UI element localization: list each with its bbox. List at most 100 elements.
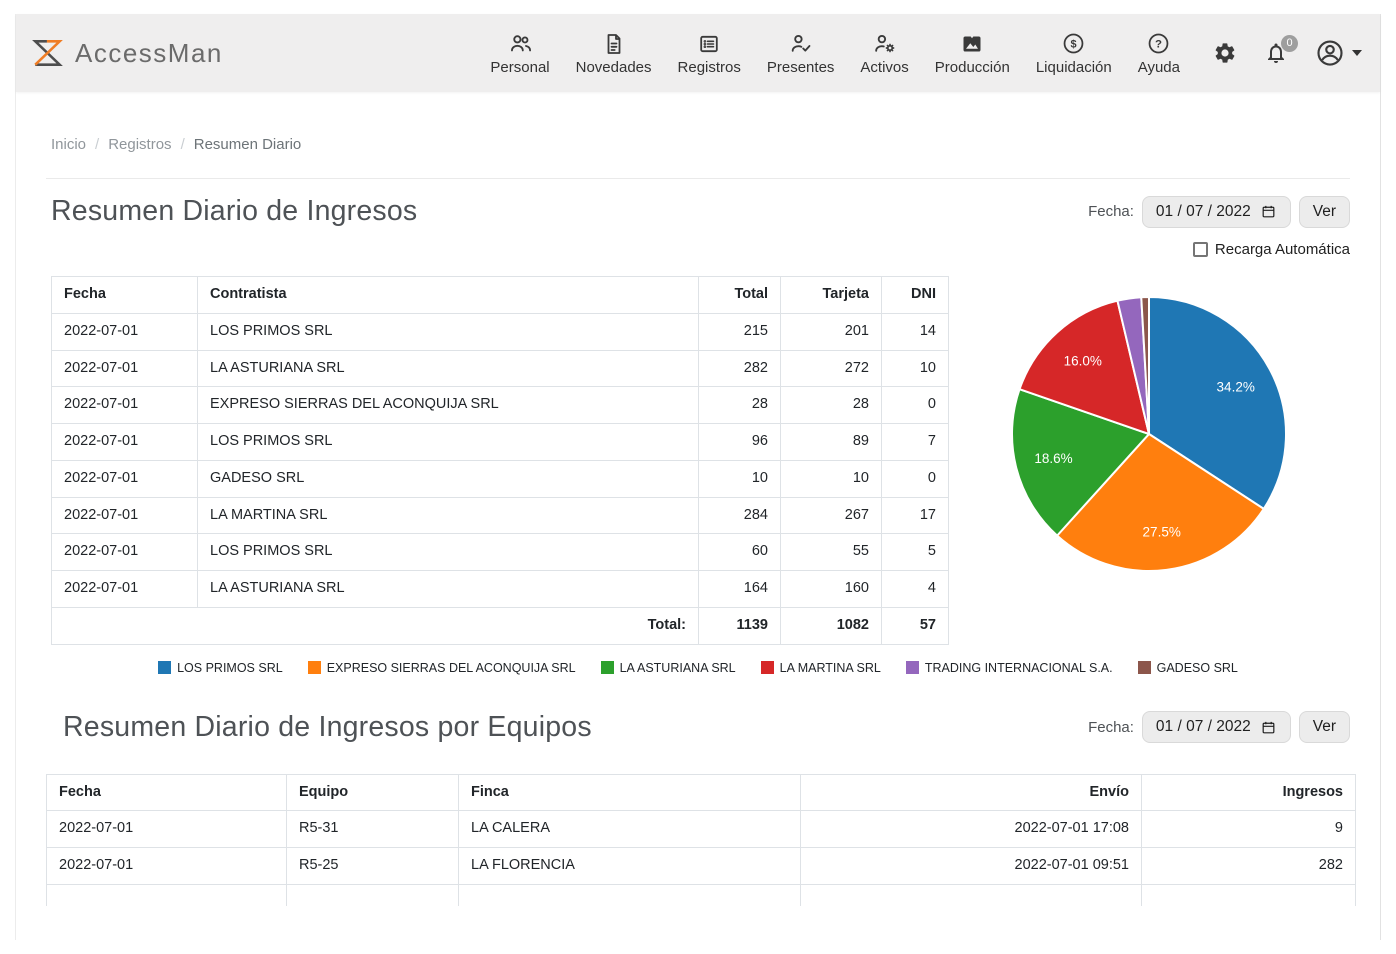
nav-item-presentes[interactable]: Presentes — [754, 31, 848, 76]
ingresos-table-container: Fecha Contratista Total Tarjeta DNI 2022-07-… — [46, 276, 949, 645]
column-header-equipo: Equipo — [286, 773, 459, 812]
table-cell: 28 — [698, 386, 781, 424]
legend-label: LA MARTINA SRL — [779, 660, 881, 675]
ver-button-equipos[interactable]: Ver — [1298, 711, 1350, 743]
fecha-label: Fecha: — [1088, 203, 1134, 220]
date-input-equipos[interactable]: 01 / 07 / 2022 — [1141, 711, 1291, 743]
nav-item-label: Novedades — [575, 58, 652, 76]
equipos-table: Fecha Equipo Finca Envío Ingresos 2022-07-01… — [46, 773, 1356, 907]
user-menu-button[interactable] — [1315, 38, 1362, 68]
date-input[interactable]: 01 / 07 / 2022 — [1141, 195, 1291, 228]
ingresos-main-row: Fecha Contratista Total Tarjeta DNI 2022-07-… — [46, 276, 1350, 645]
date-value: 01 / 07 / 2022 — [1155, 202, 1251, 220]
pie-slice-gadeso-srl[interactable] — [1140, 296, 1150, 435]
column-header-ingresos: Ingresos — [1141, 773, 1356, 812]
table-cell: LOS PRIMOS SRL — [197, 312, 699, 351]
legend-item-la-martina-srl[interactable]: LA MARTINA SRL — [760, 660, 881, 675]
table-cell: 2022-07-01 — [46, 847, 287, 885]
legend-swatch — [600, 661, 614, 674]
brand-logo-icon — [31, 36, 65, 70]
page-content: Inicio / Registros / Resumen Diario Resumen … — [16, 92, 1380, 907]
table-cell: LA CALERA — [458, 810, 801, 848]
nav-item-label: Personal — [490, 58, 550, 76]
legend-item-la-asturiana-srl[interactable]: LA ASTURIANA SRL — [600, 661, 736, 675]
table-cell: 2022-07-01 17:08 — [800, 810, 1142, 848]
date-value: 01 / 07 / 2022 — [1155, 718, 1251, 735]
notifications-button[interactable]: 0 — [1264, 35, 1298, 65]
table-cell: 2022-07-01 — [51, 349, 198, 388]
nav-item-novedades[interactable]: Novedades — [563, 31, 665, 76]
pie-slice-la-martina-srl[interactable] — [1018, 299, 1150, 435]
legend-label: LOS PRIMOS SRL — [177, 660, 283, 675]
breadcrumb-item-registros[interactable]: Registros — [108, 136, 172, 153]
table-cell: LOS PRIMOS SRL — [197, 423, 699, 461]
table-row: 2022-07-01 LA ASTURIANA SRL 282 272 10 — [51, 349, 949, 388]
table-row: 2022-07-01 EXPRESO SIERRAS DEL ACONQUIJA … — [51, 386, 949, 424]
chart-legend: LOS PRIMOS SRL EXPRESO SIERRAS DEL ACONQU… — [46, 661, 1350, 675]
ingresos-table: Fecha Contratista Total Tarjeta DNI 2022-07-… — [51, 276, 949, 645]
legend-item-trading-internacional-s-a-[interactable]: TRADING INTERNACIONAL S.A. — [905, 661, 1113, 675]
table-cell: R5-25 — [286, 847, 459, 885]
table-cell — [46, 883, 287, 907]
ver-button[interactable]: Ver — [1298, 195, 1350, 228]
pie-slice-la-asturiana-srl[interactable] — [1011, 388, 1150, 537]
navbar-actions: 0 — [1213, 35, 1362, 68]
pie-slice-label: 27.5% — [1143, 525, 1181, 540]
legend-item-gadeso-srl[interactable]: GADESO SRL — [1137, 661, 1238, 675]
pie-slice-label: 18.6% — [1034, 451, 1072, 466]
nav-item-activos[interactable]: Activos — [847, 31, 921, 76]
table-cell: LA MARTINA SRL — [197, 496, 699, 535]
total-value: 1139 — [698, 606, 781, 645]
auto-reload-row: Recarga Automática — [46, 241, 1350, 258]
table-cell: 267 — [780, 496, 882, 535]
table-cell: 160 — [780, 570, 882, 608]
column-header-fecha: Fecha — [51, 276, 198, 314]
chevron-down-icon — [1352, 50, 1362, 56]
nav-item-produccion[interactable]: Producción — [922, 31, 1023, 76]
divider — [46, 178, 1350, 179]
table-cell: 96 — [698, 423, 781, 461]
table-cell: 164 — [698, 570, 781, 608]
auto-reload-checkbox[interactable] — [1192, 242, 1208, 257]
ingresos-section-header: Resumen Diario de Ingresos Fecha: 01 / 0… — [46, 195, 1350, 228]
pie-chart: 34.2% 27.5% 18.6% 16.0% — [1003, 288, 1295, 645]
nav-item-label: Activos — [860, 58, 909, 76]
table-cell: 2022-07-01 — [51, 459, 198, 498]
legend-item-los-primos-srl[interactable]: LOS PRIMOS SRL — [158, 661, 283, 675]
legend-swatch — [307, 661, 321, 674]
nav-item-registros[interactable]: Registros — [665, 31, 754, 76]
notifications-badge: 0 — [1281, 35, 1298, 52]
pie-chart-container: 34.2% 27.5% 18.6% 16.0% — [948, 276, 1350, 645]
column-header-tarjeta: Tarjeta — [780, 276, 882, 314]
table-cell: 60 — [698, 533, 781, 571]
table-row: 2022-07-01 LOS PRIMOS SRL 96 89 7 — [51, 423, 949, 461]
table-cell: LA ASTURIANA SRL — [197, 570, 699, 608]
table-cell: 0 — [881, 386, 949, 424]
table-cell — [800, 883, 1142, 907]
table-cell: 2022-07-01 — [51, 496, 198, 535]
bell-icon — [1264, 41, 1288, 65]
brand[interactable]: AccessMan — [31, 36, 223, 70]
nav-item-label: Liquidación — [1035, 58, 1112, 76]
nav-item-liquidacion[interactable]: $ Liquidación — [1023, 31, 1125, 76]
table-cell: 272 — [780, 349, 882, 388]
breadcrumb-item-inicio[interactable]: Inicio — [51, 136, 87, 153]
fecha-label: Fecha: — [1088, 718, 1134, 736]
calendar-icon — [1260, 203, 1277, 220]
legend-item-expreso-sierras-del-aconquija-srl[interactable]: EXPRESO SIERRAS DEL ACONQUIJA SRL — [307, 661, 576, 675]
main-nav: Personal Novedades Registros Presentes Activ… — [477, 31, 1193, 76]
pie-slice-expreso-sierras-del-aconquija-srl[interactable] — [1056, 433, 1265, 572]
table-row: 2022-07-01 LOS PRIMOS SRL 60 55 5 — [51, 533, 949, 571]
settings-button[interactable] — [1213, 41, 1237, 65]
legend-swatch — [905, 661, 919, 674]
nav-item-personal[interactable]: Personal — [477, 31, 562, 76]
table-row: 2022-07-01 LA ASTURIANA SRL 164 160 4 — [51, 570, 949, 608]
people-icon — [508, 31, 533, 57]
table-cell: LA ASTURIANA SRL — [197, 349, 699, 388]
nav-item-label: Ayuda — [1137, 58, 1180, 76]
user-avatar-icon — [1315, 38, 1345, 68]
svg-text:$: $ — [1071, 38, 1077, 50]
table-cell: 2022-07-01 — [51, 533, 198, 571]
table-cell: 2022-07-01 — [51, 386, 198, 424]
nav-item-ayuda[interactable]: ? Ayuda — [1125, 31, 1193, 76]
